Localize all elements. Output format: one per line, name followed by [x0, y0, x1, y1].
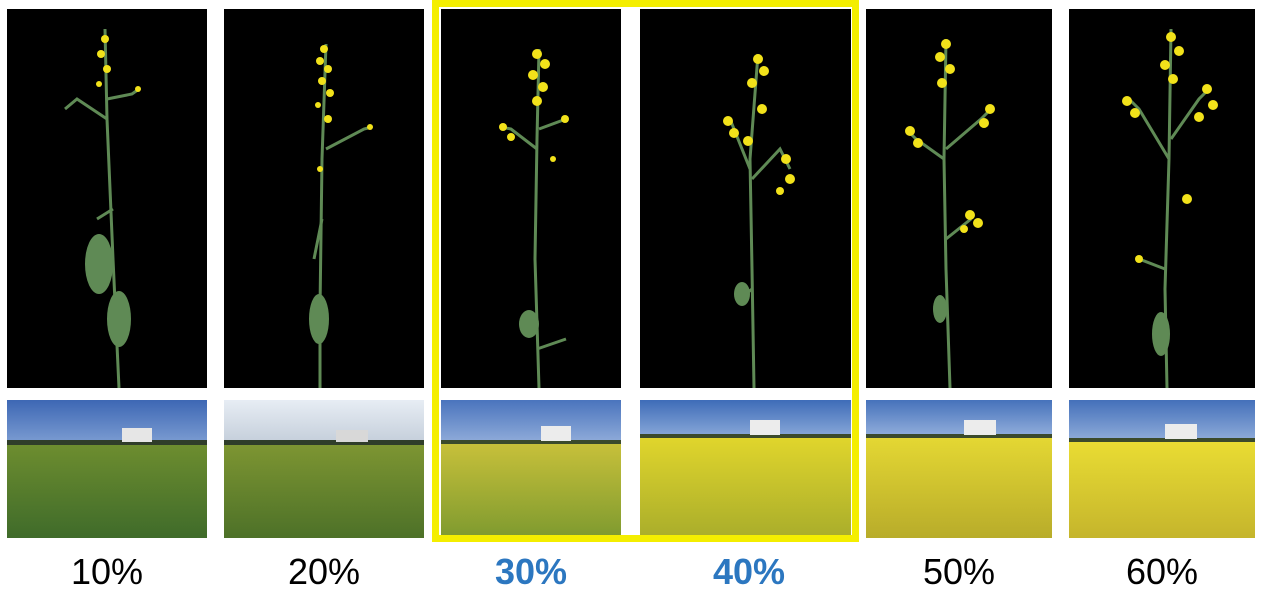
field-photo-40-percent	[640, 400, 851, 538]
panel-label-highlighted: 30%	[494, 551, 568, 592]
panel-label: 20%	[287, 551, 361, 592]
plant-photo-20-percent	[224, 9, 424, 388]
field-photo-20-percent	[224, 400, 424, 538]
panel-label: 50%	[922, 551, 996, 592]
panel-label-highlighted: 40%	[712, 551, 786, 592]
field-photo-50-percent	[866, 400, 1052, 538]
panel-label: 60%	[1125, 551, 1199, 592]
field-photo-60-percent	[1069, 400, 1255, 538]
field-photo-30-percent	[441, 400, 621, 538]
field-photo-10-percent	[7, 400, 207, 538]
panel-label: 10%	[70, 551, 144, 592]
plant-photo-50-percent	[866, 9, 1052, 388]
plant-photo-60-percent	[1069, 9, 1255, 388]
plant-photo-30-percent	[441, 9, 621, 388]
plant-photo-10-percent	[7, 9, 207, 388]
plant-photo-40-percent	[640, 9, 851, 388]
